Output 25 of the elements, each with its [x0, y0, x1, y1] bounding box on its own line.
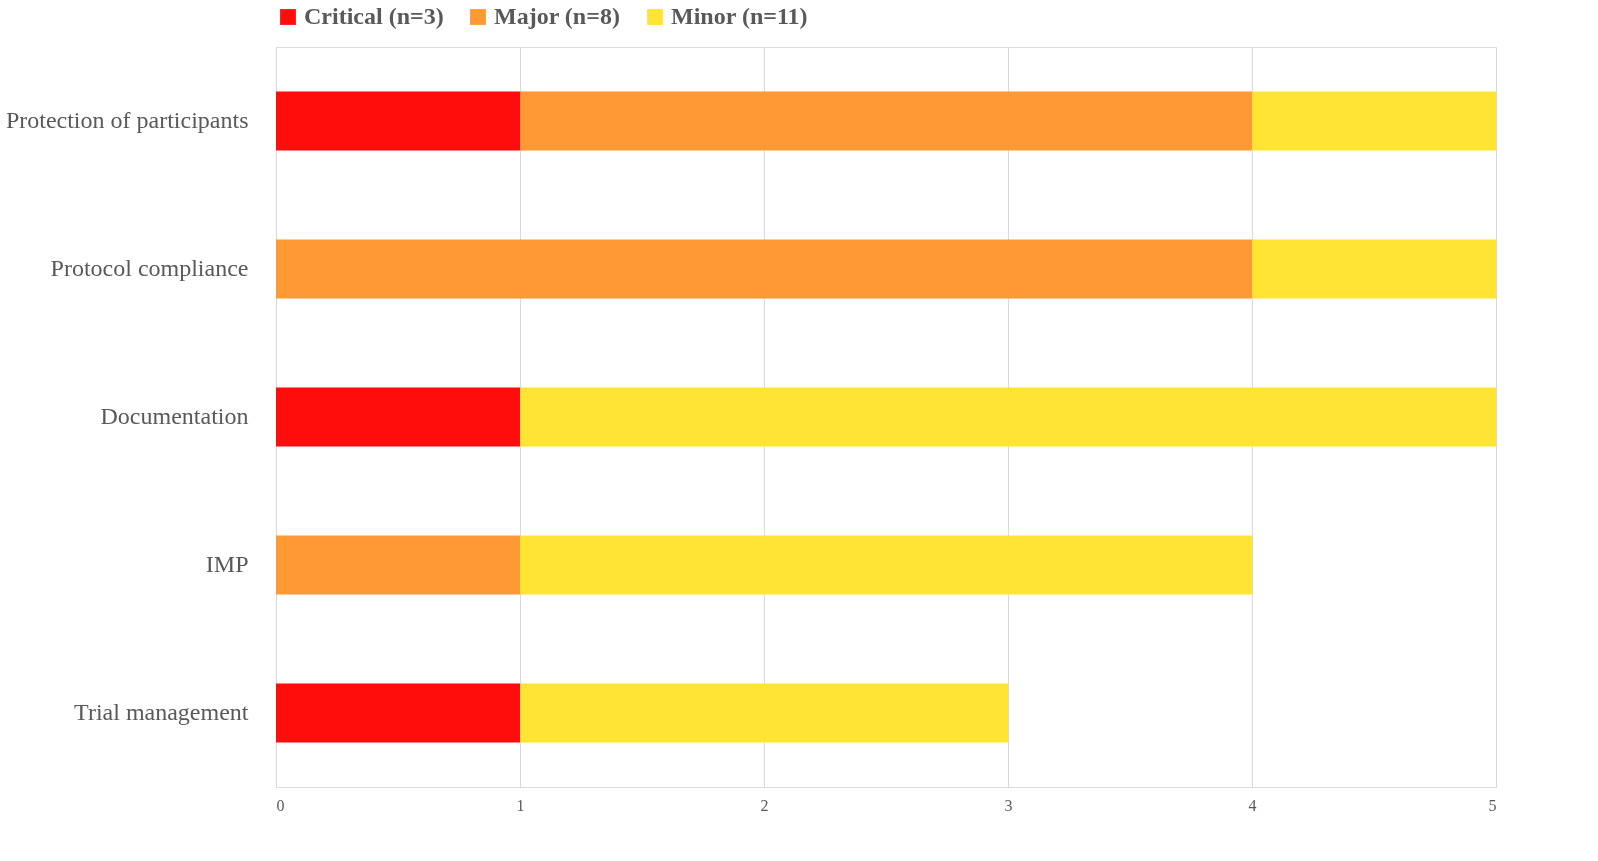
bar — [1252, 91, 1496, 151]
x-tick-label: 1 — [516, 796, 525, 814]
bar — [276, 239, 1252, 299]
legend-label: Critical (n=3) — [304, 3, 444, 29]
x-tick-label: 3 — [1004, 796, 1013, 814]
y-tick-label: IMP — [205, 551, 249, 577]
legend-label: Major (n=8) — [494, 3, 620, 29]
bar — [276, 91, 520, 151]
bar — [520, 535, 1252, 595]
x-tick-label: 5 — [1488, 796, 1497, 814]
bar — [520, 91, 1252, 151]
bar — [276, 683, 520, 743]
x-tick-label: 0 — [276, 796, 285, 814]
y-tick-label: Protocol compliance — [50, 255, 249, 281]
x-tick-label: 2 — [760, 796, 769, 814]
bar — [520, 387, 1496, 447]
y-tick-label: Documentation — [100, 403, 249, 429]
y-tick-label: Protection of participants — [5, 107, 249, 133]
y-tick-label: Trial management — [74, 699, 249, 725]
x-tick-label: 4 — [1248, 796, 1257, 814]
bar — [1252, 239, 1496, 299]
bar — [276, 535, 520, 595]
bar — [276, 387, 520, 447]
bar — [520, 683, 1008, 743]
legend-label: Minor (n=11) — [671, 3, 808, 29]
